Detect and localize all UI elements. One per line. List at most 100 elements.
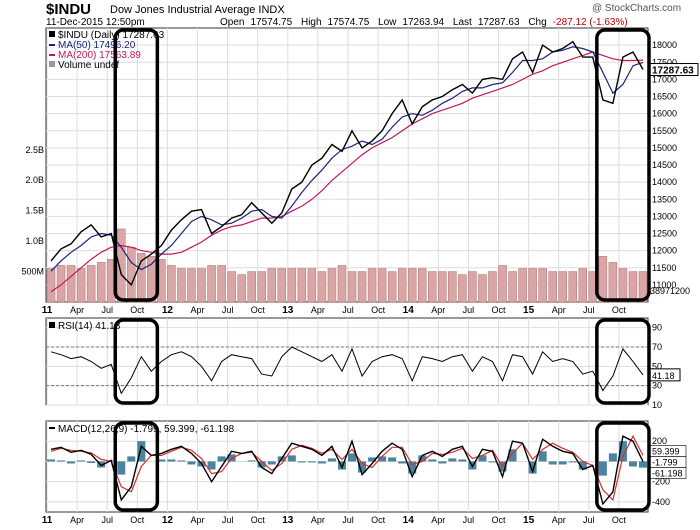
x-tick-label: 14 [403,515,415,526]
volume-tick-label: 1.5B [25,206,44,216]
x-tick-label: Apr [70,305,84,315]
volume-bar [117,228,126,303]
volume-bar [538,268,547,303]
volume-bar [287,268,297,303]
y-tick-label: 200 [652,436,667,446]
quote-summary: Open 17574.75 High 17574.75 Low 17263.94 La… [220,17,634,28]
volume-bar [177,268,186,303]
macd-histogram-bar [478,455,487,462]
x-tick-label: Oct [612,305,627,315]
y-tick-label: 50 [652,361,662,371]
stockcharts-credit: @ StockCharts.com [592,3,682,14]
y-tick-label: 17500 [652,57,677,67]
x-tick-label: Jul [342,515,354,525]
rsi-legend-entry: RSI(14) 41.18 [58,321,121,332]
macd-histogram-bar [628,461,637,467]
low-value: 17263.94 [402,17,445,28]
macd-histogram-bar [558,461,567,465]
volume-bar [528,268,537,303]
macd-histogram-bar [217,456,226,462]
highlight-box [595,421,651,512]
volume-bar [277,268,287,303]
volume-bar [488,271,497,303]
macd-histogram-bar [267,461,276,465]
macd-histogram-bar [167,459,176,462]
macd-value-label: -1.799 [652,457,678,467]
y-tick-label: 70 [652,342,662,352]
y-tick-label: 16000 [652,109,677,119]
volume-bar [86,265,96,303]
volume-bar [147,256,156,303]
volume-bar [46,268,56,303]
volume-bar [508,271,517,303]
y-tick-label: -200 [652,477,670,487]
macd-histogram-bar [408,461,417,474]
volume-bar [247,271,256,303]
volume-bar [207,265,216,303]
volume-bar [96,262,106,303]
macd-histogram-bar [47,459,56,462]
macd-histogram-bar [127,456,136,462]
macd-histogram-bar [508,449,517,462]
x-tick-label: Jul [463,305,475,315]
macd-histogram-bar [438,461,447,464]
last-price-label: 17287.63 [652,66,694,77]
y-tick-label: 18000 [652,40,677,50]
volume-bar [167,265,176,303]
legend-entry: MA(200) 17563.89 [58,50,141,61]
volume-bar [66,265,76,303]
volume-tick-label: 1.0B [25,236,44,246]
volume-bar [76,268,86,303]
volume-bar [387,271,397,303]
y-tick-label: 10 [652,400,662,410]
x-tick-label: 13 [282,305,294,316]
x-tick-label: Oct [492,305,507,315]
macd-histogram-bar [317,461,326,464]
volume-bar [377,268,387,303]
x-tick-label: Jul [583,305,595,315]
highlight-box [113,318,160,405]
volume-bar [337,265,347,303]
volume-bar [397,268,407,303]
x-tick-label: Oct [130,305,145,315]
macd-histogram-bar [287,455,296,462]
y-tick-label: 13500 [652,194,677,204]
x-tick-label: Jul [222,305,234,315]
macd-value-label: 59.399 [652,446,680,456]
x-tick-label: Jul [101,515,113,525]
macd-histogram-bar [337,461,346,470]
macd-legend-entry: MACD(12,26,9) -1.799, 59.399, -61.198 [58,424,235,435]
last-volume-label: 38971200 [650,286,690,296]
volume-bar [438,271,447,303]
x-tick-label: Oct [371,305,386,315]
macd-histogram-bar [327,458,336,462]
y-tick-label: 15500 [652,126,677,136]
macd-histogram-bar [378,456,387,462]
low-label: Low [378,17,397,28]
volume-bar [418,268,427,303]
y-tick-label: 16500 [652,92,677,102]
x-tick-label: Oct [371,515,386,525]
x-tick-label: 12 [162,515,174,526]
macd-histogram-bar [57,460,66,462]
macd-histogram-bar [638,461,647,468]
volume-bar [237,274,246,303]
y-tick-label: 14500 [652,160,677,170]
x-tick-label: 11 [42,515,53,526]
last-label: Last [452,17,472,28]
chart-symbol-description: Dow Jones Industrial Average INDX [110,4,285,16]
macd-histogram-bar [448,458,457,462]
price-line [50,40,644,287]
volume-bar [548,271,557,303]
x-tick-label: 14 [403,305,415,316]
volume-bar [197,268,206,303]
macd-histogram-bar [187,461,196,465]
legend-entry: $INDU (Daily) 17287.63 [58,30,165,41]
chart-datetime: 11-Dec-2015 12:50pm [46,17,145,28]
last-value: 17287.63 [477,17,520,28]
macd-histogram-bar [257,461,266,468]
volume-tick-label: 2.0B [25,175,44,185]
macd-histogram-bar [117,461,126,475]
volume-bar [347,271,357,303]
